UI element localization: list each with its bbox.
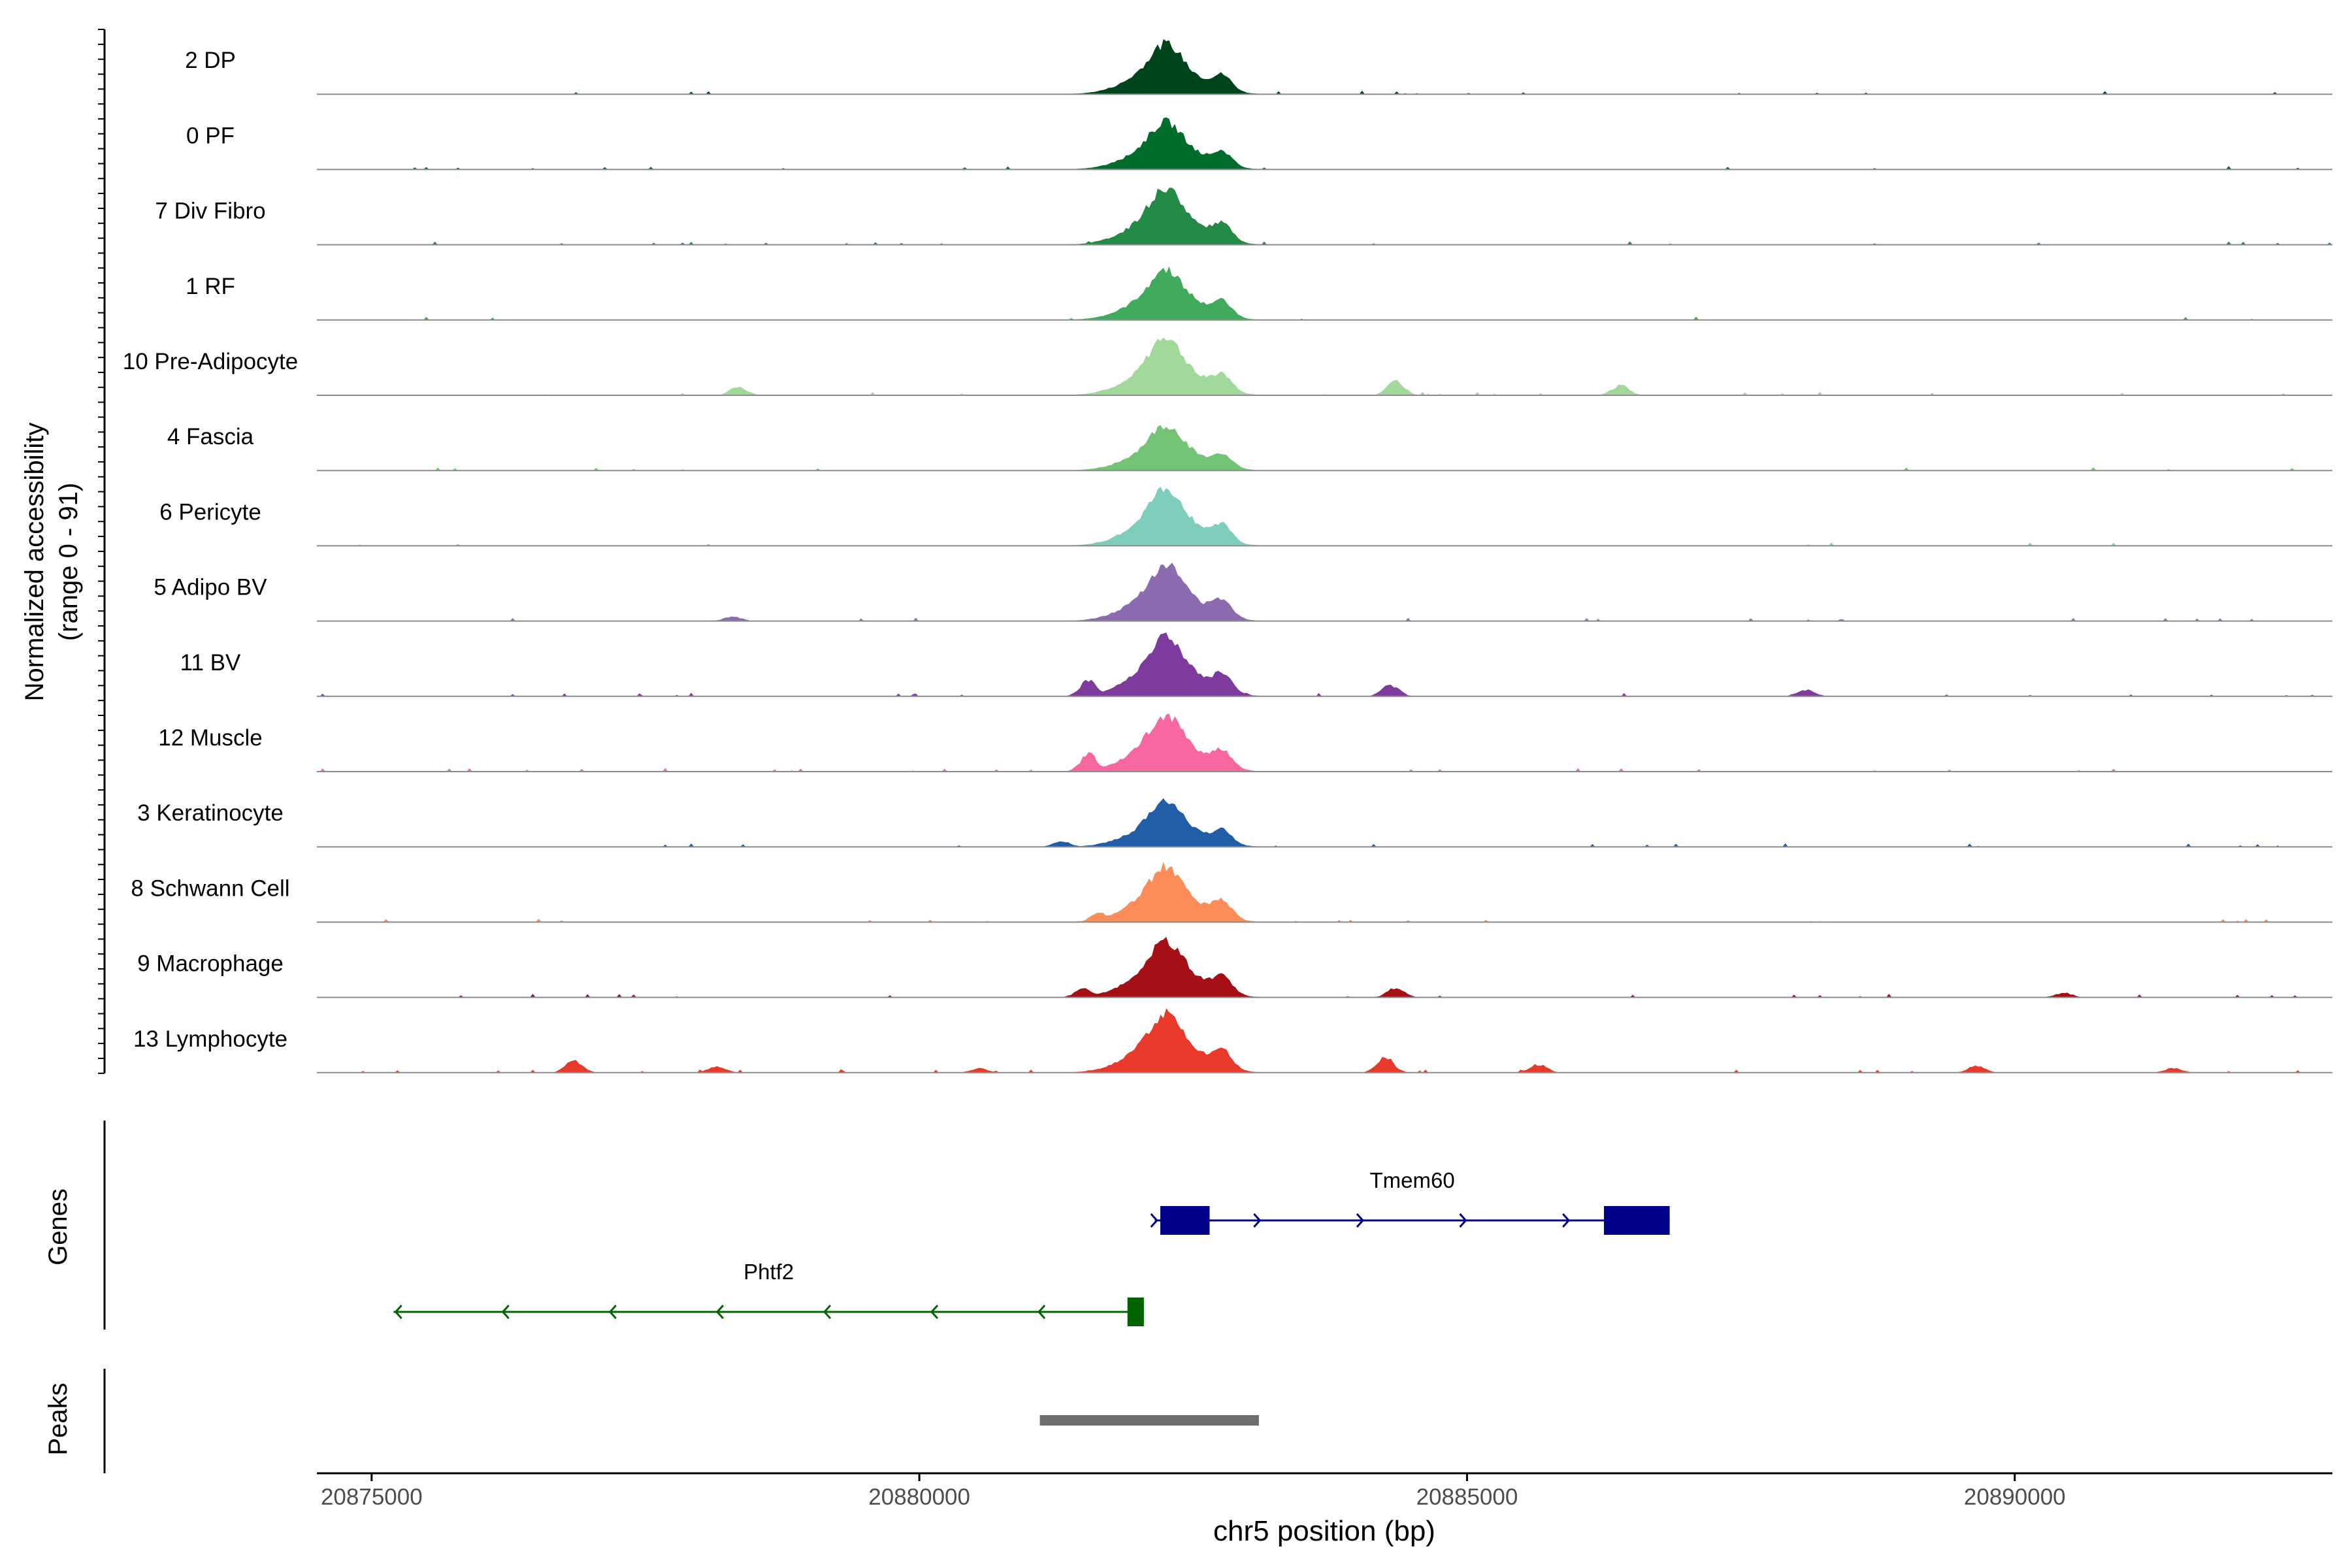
x-axis: 20875000 20880000 20885000 20890000	[317, 1472, 2332, 1510]
strand-arrow	[1150, 1213, 1158, 1228]
gene-phtf2: Phtf2	[393, 1260, 1144, 1326]
track-coverage-area	[317, 337, 2332, 395]
track-0-pf: 0 PF	[186, 117, 2332, 171]
x-tick-label: 20890000	[1964, 1484, 2066, 1510]
y-axis-label: Normalized accessibility	[20, 423, 49, 702]
strand-arrow	[501, 1304, 510, 1320]
track-label: 4 Fascia	[167, 424, 254, 449]
accessibility-y-axis	[98, 29, 106, 1074]
track-7-div-fibro: 7 Div Fibro	[155, 188, 2332, 246]
strand-arrow	[1253, 1213, 1262, 1228]
track-coverage-area	[317, 632, 2332, 696]
gene-exon	[1127, 1298, 1144, 1326]
track-12-muscle: 12 Muscle	[158, 713, 2332, 772]
gene-name-label: Tmem60	[1370, 1168, 1455, 1192]
track-label: 7 Div Fibro	[155, 199, 265, 224]
peaks-panel-label: Peaks	[44, 1382, 73, 1455]
track-label: 12 Muscle	[158, 725, 263, 751]
track-label: 10 Pre-Adipocyte	[123, 349, 298, 374]
gene-name-label: Phtf2	[743, 1260, 794, 1284]
track-coverage-area	[317, 188, 2332, 245]
track-6-pericyte: 6 Pericyte	[159, 487, 2332, 547]
strand-arrow	[715, 1304, 724, 1320]
track-coverage-area	[317, 798, 2332, 847]
strand-arrow	[930, 1304, 939, 1320]
genes-panel-label: Genes	[44, 1188, 73, 1266]
gene-exon	[1160, 1206, 1210, 1235]
track-label: 11 BV	[180, 650, 241, 676]
track-13-lymphocyte: 13 Lymphocyte	[133, 1008, 2332, 1073]
track-label: 2 DP	[185, 48, 236, 73]
track-4-fascia: 4 Fascia	[167, 424, 2332, 472]
x-tick-label: 20880000	[868, 1484, 970, 1510]
strand-arrow	[823, 1304, 832, 1320]
y-axis-range-label: (range 0 - 91)	[54, 483, 83, 641]
track-label: 6 Pericyte	[159, 499, 261, 525]
gene-exon	[1604, 1206, 1670, 1235]
track-label: 13 Lymphocyte	[133, 1026, 287, 1052]
track-coverage-area	[317, 39, 2332, 95]
track-coverage-area	[317, 487, 2332, 546]
track-coverage-area	[317, 1008, 2332, 1073]
track-label: 3 Keratinocyte	[137, 800, 284, 826]
peak-region	[1039, 1415, 1259, 1426]
track-coverage-area	[317, 713, 2332, 772]
track-coverage-area	[317, 425, 2332, 471]
track-coverage-area	[317, 563, 2332, 621]
track-5-adipo-bv: 5 Adipo BV	[154, 563, 2332, 622]
track-3-keratinocyte: 3 Keratinocyte	[137, 798, 2332, 848]
track-coverage-area	[317, 861, 2332, 923]
track-label: 0 PF	[186, 123, 235, 148]
strand-arrow	[1356, 1213, 1364, 1228]
track-label: 5 Adipo BV	[154, 575, 267, 600]
peaks-panel	[103, 1369, 1259, 1473]
track-label: 9 Macrophage	[137, 951, 284, 977]
strand-arrow	[1562, 1213, 1571, 1228]
track-label: 1 RF	[186, 274, 235, 299]
track-11-bv: 11 BV	[180, 632, 2332, 697]
track-coverage-area	[317, 117, 2332, 170]
strand-arrow	[608, 1304, 617, 1320]
track-10-pre-adipocyte: 10 Pre-Adipocyte	[123, 337, 2332, 396]
track-9-macrophage: 9 Macrophage	[137, 936, 2332, 998]
track-label: 8 Schwann Cell	[131, 875, 289, 901]
strand-arrow	[1037, 1304, 1046, 1320]
accessibility-tracks: 2 DP 0 PF 7 Div Fibro 1 RF 10 Pre-Adipocyte 4…	[123, 39, 2332, 1073]
x-axis-label: chr5 position (bp)	[1213, 1515, 1435, 1547]
strand-arrow	[394, 1304, 402, 1320]
gene-tmem60: Tmem60	[1150, 1168, 1670, 1235]
track-1-rf: 1 RF	[186, 266, 2332, 321]
track-2-dp: 2 DP	[185, 39, 2332, 95]
track-coverage-area	[317, 266, 2332, 320]
track-coverage-area	[317, 936, 2332, 998]
genes-panel: Tmem60 Phtf2	[103, 1120, 1670, 1330]
strand-arrow	[1459, 1213, 1467, 1228]
x-tick-label: 20875000	[321, 1484, 423, 1510]
track-8-schwann-cell: 8 Schwann Cell	[131, 861, 2332, 923]
x-tick-label: 20885000	[1416, 1484, 1518, 1510]
